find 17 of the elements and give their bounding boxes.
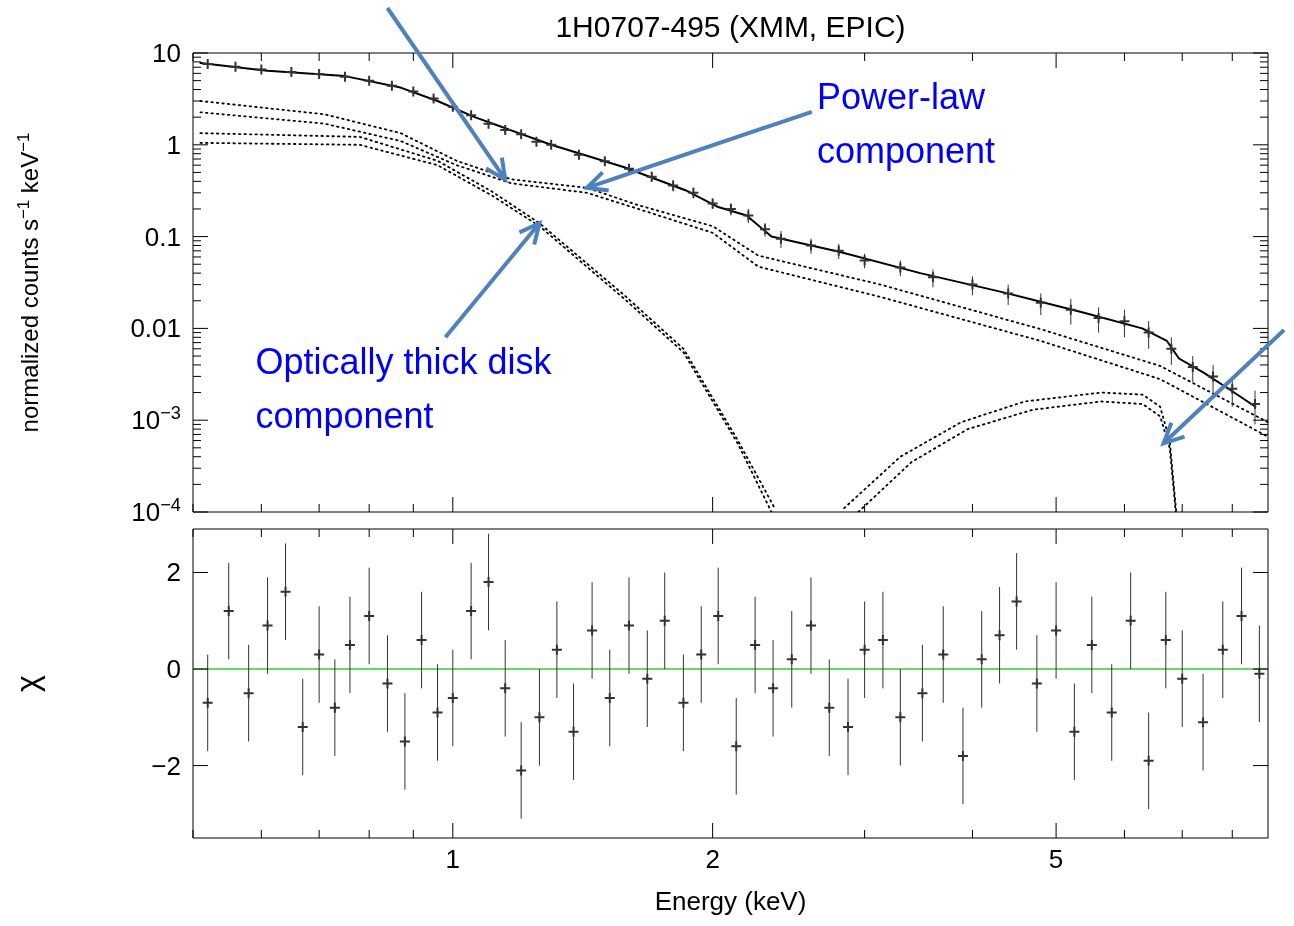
y-tick-label: 0 (166, 654, 181, 685)
y-axis-title: χ (9, 674, 45, 692)
x-tick-label: 5 (1048, 844, 1064, 874)
x-tick-label: 2 (705, 844, 720, 874)
y-tick-label: 10 (152, 38, 181, 68)
y-tick-label: 1 (166, 129, 181, 160)
x-tick-label: 1 (445, 844, 461, 874)
y-tick-label: −2 (151, 750, 181, 781)
y-tick-label: 0.1 (144, 221, 181, 252)
y-tick-label: 2 (166, 557, 181, 588)
y-tick-label: 10$^{−4}$ (131, 495, 181, 527)
x-axis-title: Energy (keV) (654, 886, 807, 916)
chart-title: 1H0707-495 (XMM, EPIC) (554, 10, 907, 44)
y-tick-label: 0.01 (130, 313, 181, 344)
y-tick-label: 10$^{−3}$ (131, 403, 181, 436)
annotation: Optically thick disk component (255, 340, 553, 439)
annotation: Power-law component (816, 74, 996, 173)
